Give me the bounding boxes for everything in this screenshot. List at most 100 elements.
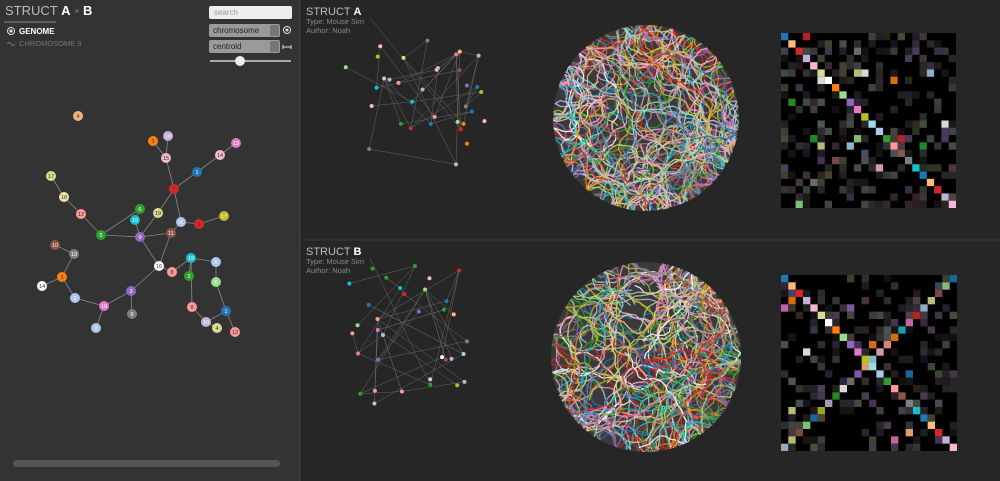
graph-node[interactable] [166, 228, 176, 238]
bead[interactable] [461, 121, 466, 126]
scrollbar[interactable] [13, 460, 280, 467]
slider-knob[interactable] [235, 56, 245, 66]
genome-item[interactable]: GENOME [19, 27, 55, 36]
graph-node[interactable] [154, 261, 164, 271]
bead[interactable] [408, 126, 413, 131]
bead[interactable] [432, 114, 437, 119]
select-level[interactable] [209, 24, 280, 37]
bead[interactable] [464, 83, 469, 88]
graph-node[interactable] [99, 301, 109, 311]
contact-map[interactable] [781, 33, 956, 208]
bead[interactable] [455, 383, 460, 388]
graph-node[interactable] [211, 277, 221, 287]
bead[interactable] [350, 331, 355, 336]
range-icon[interactable] [282, 45, 292, 49]
bead[interactable] [372, 401, 377, 406]
bead[interactable] [370, 266, 375, 271]
graph-node[interactable] [169, 184, 179, 194]
bead[interactable] [449, 356, 454, 361]
graph-node[interactable] [192, 167, 202, 177]
graph-node[interactable] [69, 249, 79, 259]
bead[interactable] [356, 351, 361, 356]
bead[interactable] [464, 141, 469, 146]
contact-map[interactable] [781, 275, 957, 451]
graph-node[interactable] [153, 208, 163, 218]
bead[interactable] [412, 264, 417, 269]
graph-node[interactable] [176, 217, 186, 227]
search-box[interactable] [209, 6, 292, 19]
graph-node[interactable] [135, 204, 145, 214]
bead[interactable] [442, 307, 447, 312]
struct-a[interactable]: A [61, 3, 71, 18]
bead[interactable] [387, 77, 392, 82]
graph-node[interactable] [201, 317, 211, 327]
graph-node[interactable] [57, 272, 67, 282]
bead[interactable] [428, 382, 433, 387]
bead[interactable] [396, 80, 401, 85]
bead[interactable] [461, 351, 466, 356]
graph-node[interactable] [130, 215, 140, 225]
graph-node[interactable] [219, 211, 229, 221]
bead[interactable] [369, 103, 374, 108]
bead[interactable] [457, 268, 462, 273]
radio-icon[interactable] [7, 27, 15, 35]
bead[interactable] [465, 339, 470, 344]
graph-node[interactable] [37, 281, 47, 291]
bead[interactable] [398, 121, 403, 126]
graph-node[interactable] [231, 138, 241, 148]
bead[interactable] [463, 104, 468, 109]
structure-ball[interactable] [551, 22, 741, 213]
bead[interactable] [358, 391, 363, 396]
bead[interactable] [428, 377, 433, 382]
bead[interactable] [476, 53, 481, 58]
bead[interactable] [482, 119, 487, 124]
bead[interactable] [382, 76, 387, 81]
graph-node[interactable] [126, 286, 136, 296]
bead[interactable] [410, 99, 415, 104]
bead[interactable] [355, 323, 360, 328]
graph-node[interactable] [161, 153, 171, 163]
bead[interactable] [440, 355, 445, 360]
graph-node[interactable] [59, 192, 69, 202]
bead[interactable] [384, 275, 389, 280]
graph-node[interactable] [127, 309, 137, 319]
bead[interactable] [435, 65, 440, 70]
bead[interactable] [401, 55, 406, 60]
graph-node[interactable] [184, 271, 194, 281]
graph-node[interactable] [91, 323, 101, 333]
bead[interactable] [374, 85, 379, 90]
select-mode[interactable] [209, 40, 280, 53]
bead[interactable] [469, 109, 474, 114]
structure-ball[interactable] [549, 260, 744, 455]
bead[interactable] [347, 281, 352, 286]
bead[interactable] [455, 119, 460, 124]
bead[interactable] [454, 52, 459, 57]
panel-title[interactable]: STRUCT B [306, 246, 361, 258]
graph-node[interactable] [211, 257, 221, 267]
graph-node[interactable] [70, 293, 80, 303]
struct-b[interactable]: B [83, 3, 92, 18]
bead[interactable] [399, 389, 404, 394]
graph-node[interactable] [76, 209, 86, 219]
graph-node[interactable] [96, 230, 106, 240]
bead[interactable] [479, 90, 484, 95]
target-icon[interactable] [283, 26, 291, 34]
bead[interactable] [420, 87, 425, 92]
bead[interactable] [376, 357, 381, 362]
bead[interactable] [378, 44, 383, 49]
bead[interactable] [343, 65, 348, 70]
graph-node[interactable] [221, 306, 231, 316]
bead[interactable] [366, 302, 371, 307]
panel-title[interactable]: STRUCT A [306, 6, 361, 18]
graph-node[interactable] [230, 327, 240, 337]
graph-node[interactable] [163, 131, 173, 141]
bead[interactable] [451, 312, 456, 317]
bead[interactable] [444, 299, 449, 304]
bead[interactable] [457, 49, 462, 54]
bead[interactable] [462, 379, 467, 384]
graph-node[interactable] [167, 267, 177, 277]
bead[interactable] [428, 121, 433, 126]
graph-node[interactable] [50, 240, 60, 250]
graph-node[interactable] [148, 136, 158, 146]
bead[interactable] [475, 84, 480, 89]
